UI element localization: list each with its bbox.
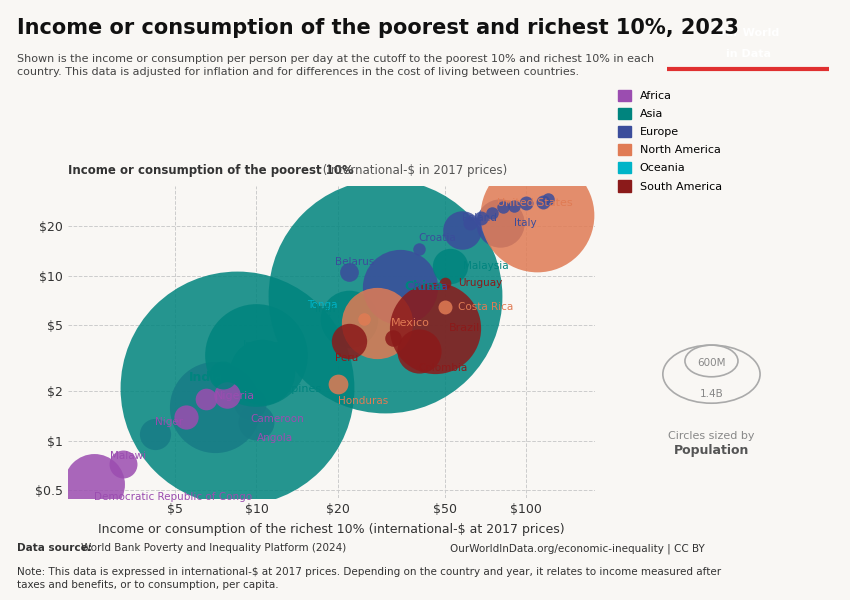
Text: Peru: Peru [336,353,359,363]
Point [371,318,384,328]
Text: 1.4B: 1.4B [700,389,723,399]
Text: Mexico: Mexico [390,317,429,328]
Point [331,379,344,389]
Text: Honduras: Honduras [337,396,388,406]
Text: Philippines: Philippines [262,384,322,394]
Legend: Africa, Asia, Europe, North America, Oceania, South America: Africa, Asia, Europe, North America, Oce… [618,89,722,191]
Text: Russia: Russia [413,283,449,292]
Text: Angola: Angola [257,433,292,443]
Text: Tonga: Tonga [307,300,337,310]
Point [428,323,442,333]
Point [255,368,269,377]
Text: Indonesia: Indonesia [243,340,297,350]
Text: Brazil: Brazil [449,323,480,334]
Point [507,201,520,211]
Text: Note: This data is expressed in international-$ at 2017 prices. Depending on the: Note: This data is expressed in internat… [17,567,721,590]
Point [221,390,235,400]
Text: Croatia: Croatia [419,233,456,242]
Text: Niger: Niger [155,418,183,427]
Point [463,218,477,227]
Point [208,402,222,412]
Text: Democratic Republic of Congo: Democratic Republic of Congo [94,492,252,502]
Point [493,218,507,227]
Point [439,302,452,311]
Point [474,213,488,223]
Text: World Bank Poverty and Inequality Platform (2024): World Bank Poverty and Inequality Platfo… [81,543,346,553]
Point [342,268,355,277]
Point [88,479,101,488]
Point [496,203,510,212]
Point [179,412,193,421]
Text: Income or consumption of the poorest 10%: Income or consumption of the poorest 10% [68,164,354,177]
Text: Circles sized by: Circles sized by [668,431,755,441]
Text: Colombia: Colombia [419,362,468,373]
Text: Data source:: Data source: [17,543,95,553]
Point [456,225,469,235]
Point [485,208,499,218]
Point [536,197,549,207]
Text: OurWorldInData.org/economic-inequality | CC BY: OurWorldInData.org/economic-inequality |… [450,543,706,553]
Text: in Data: in Data [726,49,770,59]
Text: Population: Population [674,444,749,457]
Text: China: China [404,280,444,293]
Text: Income or consumption of the poorest and richest 10%, 2023: Income or consumption of the poorest and… [17,18,739,38]
Text: Malawi: Malawi [110,451,145,461]
Point [541,194,554,204]
Point [357,314,371,323]
Text: Malaysia: Malaysia [463,261,508,271]
Point [244,357,258,367]
Point [342,337,355,346]
Point [443,261,456,271]
Point [148,429,162,439]
Text: Iran: Iran [315,304,336,314]
Text: Uruguay: Uruguay [458,278,502,289]
Point [393,283,406,292]
Text: (international-$ in 2017 prices): (international-$ in 2017 prices) [319,164,507,177]
Text: Shown is the income or consumption per person per day at the cutoff to the poore: Shown is the income or consumption per p… [17,54,654,77]
Point [342,314,355,323]
Text: Our World: Our World [717,28,779,38]
Text: United States: United States [497,198,573,208]
Point [322,310,336,320]
Text: Belarus: Belarus [336,257,375,268]
Point [230,383,244,392]
Point [250,350,264,360]
Point [244,398,258,407]
Point [250,417,264,427]
Point [439,278,452,288]
Point [216,370,230,380]
Point [116,460,130,469]
X-axis label: Income or consumption of the richest 10% (international-$ at 2017 prices): Income or consumption of the richest 10%… [99,523,564,536]
Point [378,292,392,301]
Point [530,210,544,220]
Point [386,333,400,343]
Text: Poland: Poland [462,213,497,223]
Point [412,244,426,254]
Text: 600M: 600M [697,358,726,368]
Text: Cameroon: Cameroon [251,414,304,424]
Text: Costa Rica: Costa Rica [458,302,513,311]
Text: Italy: Italy [513,218,536,227]
Text: India: India [189,371,224,384]
Text: Nigeria: Nigeria [215,391,255,401]
Point [199,394,212,403]
Point [412,346,426,356]
Point [519,199,533,208]
